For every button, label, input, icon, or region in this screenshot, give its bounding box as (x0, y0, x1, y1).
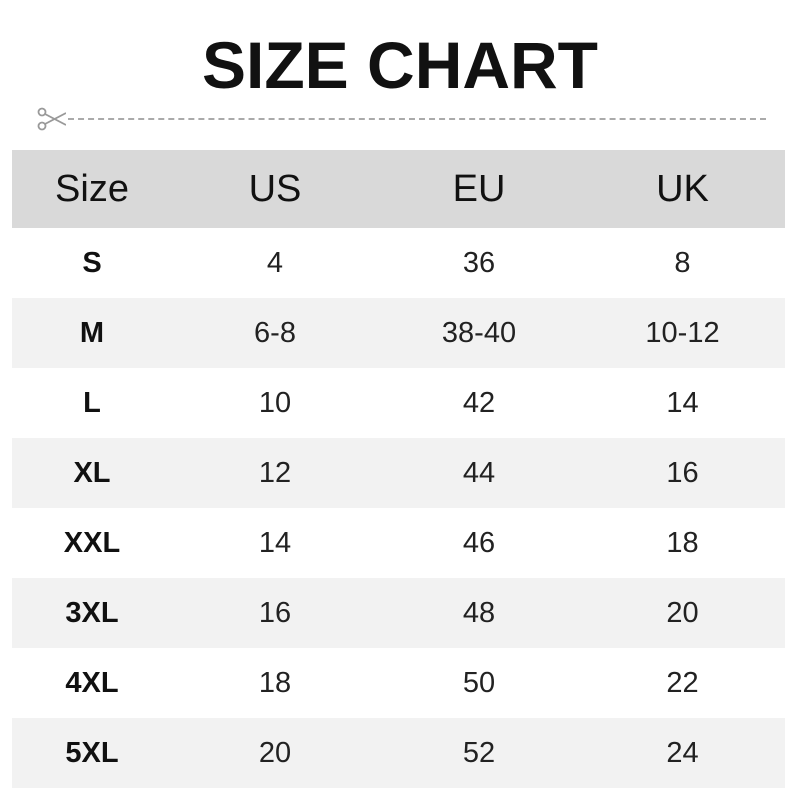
cell-uk: 24 (666, 736, 699, 769)
cell-eu: 36 (462, 246, 496, 279)
cell-us: 12 (258, 456, 292, 489)
header-uk: UK (656, 167, 709, 210)
header-size: Size (55, 167, 129, 210)
cell-size: XXL (63, 526, 121, 559)
cell-eu: 46 (462, 526, 496, 559)
cell-us: 18 (258, 666, 292, 699)
table-header: Size US EU UK (12, 150, 785, 228)
cell-uk: 16 (666, 456, 699, 489)
cell-uk: 14 (666, 386, 699, 419)
table-row: L 10 42 14 (12, 368, 785, 438)
cell-uk: 10-12 (645, 316, 720, 349)
page-title: SIZE CHART (202, 28, 598, 102)
cell-us: 10 (258, 386, 292, 419)
cell-size: 5XL (65, 736, 119, 769)
cell-eu: 44 (462, 456, 496, 489)
cell-size: XL (73, 456, 111, 489)
table-row: 3XL 16 48 20 (12, 578, 785, 648)
cell-uk: 20 (666, 596, 699, 629)
table-row: 5XL 20 52 24 (12, 718, 785, 788)
size-table: Size US EU UK S 4 36 8 M 6-8 38-40 10-12 L 10 42 14… (12, 150, 785, 788)
cell-us: 14 (258, 526, 292, 559)
cell-size: 3XL (65, 596, 119, 629)
cell-size: S (82, 246, 102, 279)
cell-uk: 22 (666, 666, 699, 699)
cell-uk: 8 (674, 246, 691, 279)
cell-eu: 42 (462, 386, 496, 419)
header-eu: EU (452, 167, 506, 210)
cell-us: 4 (266, 246, 284, 279)
cell-eu: 52 (462, 736, 496, 769)
cell-size: M (79, 316, 105, 349)
cell-eu: 50 (462, 666, 496, 699)
table-row: XXL 14 46 18 (12, 508, 785, 578)
table-row: 4XL 18 50 22 (12, 648, 785, 718)
table-row: M 6-8 38-40 10-12 (12, 298, 785, 368)
scissors-icon (37, 107, 66, 131)
cell-size: 4XL (65, 666, 119, 699)
cell-uk: 18 (666, 526, 699, 559)
cut-line (68, 118, 766, 120)
table-row: S 4 36 8 (12, 228, 785, 298)
header-us: US (248, 167, 302, 210)
cell-us: 6-8 (254, 316, 296, 349)
cell-us: 20 (258, 736, 292, 769)
cell-eu: 38-40 (441, 316, 517, 349)
cell-us: 16 (258, 596, 292, 629)
table-row: XL 12 44 16 (12, 438, 785, 508)
cell-eu: 48 (462, 596, 496, 629)
cell-size: L (83, 386, 101, 419)
